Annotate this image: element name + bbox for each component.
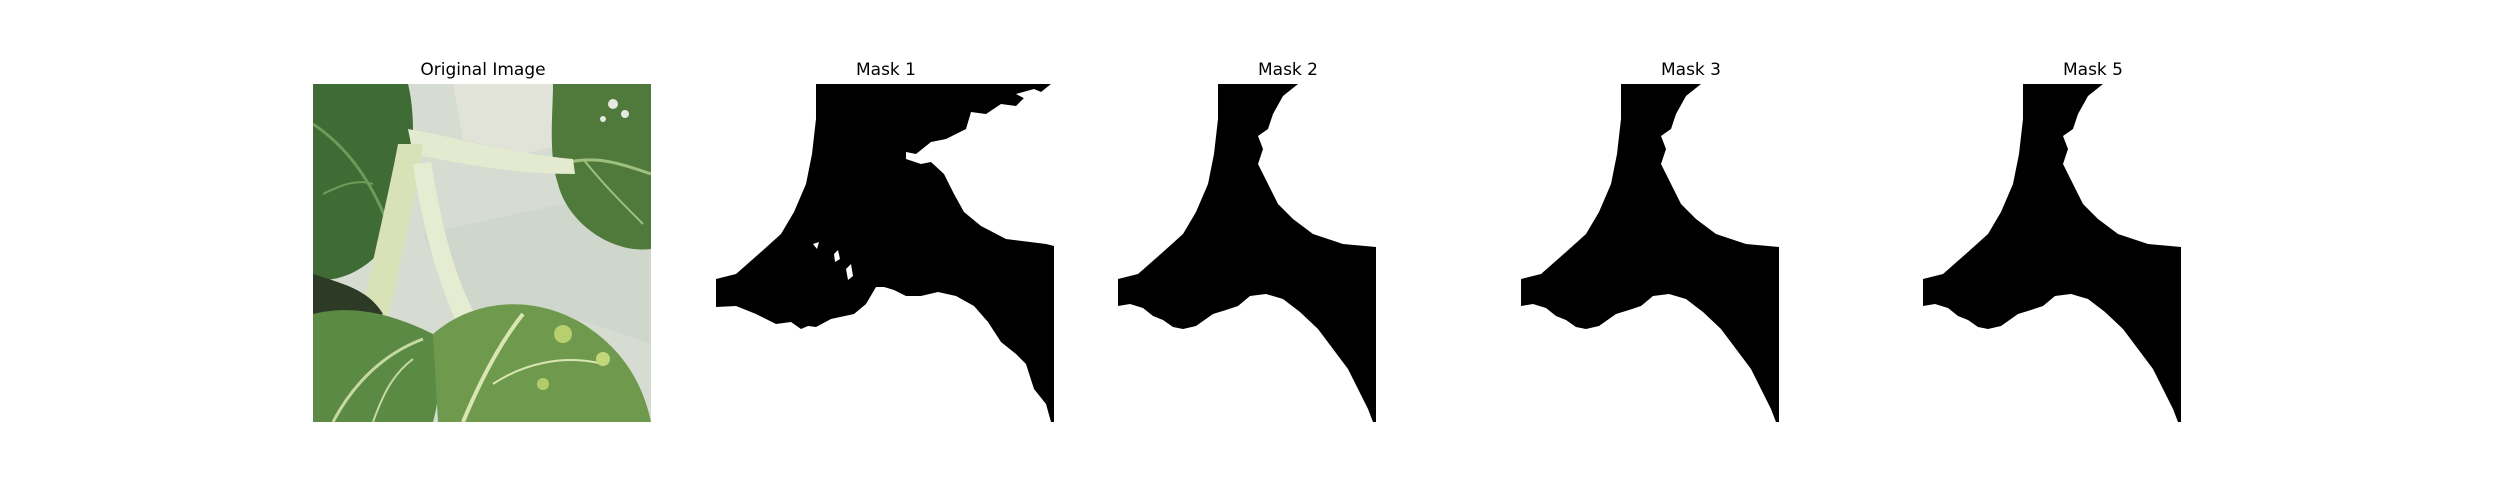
panel-mask-5: Mask 5 (1923, 56, 2263, 422)
panel-title: Mask 3 (1660, 60, 1721, 80)
original-image (313, 84, 651, 422)
panel-title: Mask 1 (855, 60, 916, 80)
panel-title: Mask 5 (2062, 60, 2123, 80)
mask-1-image (716, 84, 1054, 422)
panel-title: Mask 2 (1257, 60, 1318, 80)
panel-mask-2: Mask 2 (1118, 56, 1458, 422)
panel-mask-3: Mask 3 (1521, 56, 1861, 422)
mask-3-image (1521, 84, 1859, 422)
mask-2-image (1118, 84, 1456, 422)
panel-title: Original Image (420, 60, 546, 80)
panel-mask-1: Mask 1 (716, 56, 1056, 422)
mask-5-image (1923, 84, 2261, 422)
panel-original-image: Original Image (313, 56, 653, 422)
